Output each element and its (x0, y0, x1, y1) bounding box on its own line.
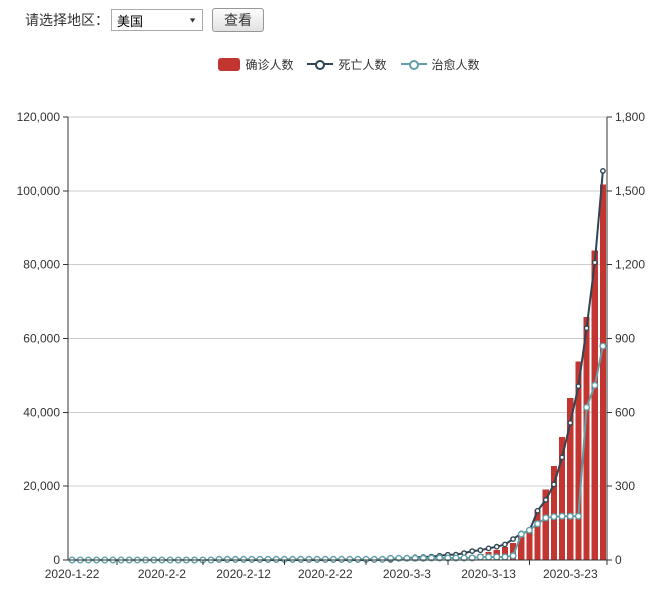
legend-item-confirmed[interactable]: 确诊人数 (218, 56, 293, 73)
chart-canvas[interactable]: 0 0 20,000 300 40,000 600 60,000 900 80,000 1,200… (0, 80, 658, 605)
region-select-label: 请选择地区： (25, 12, 109, 28)
x-axis-tick-label: 2020-2-12 (216, 567, 271, 581)
x-axis-tick-label: 2020-3-13 (461, 567, 516, 581)
y-axis-left-tick-label: 120,000 (17, 110, 61, 124)
view-button[interactable]: 查看 (212, 8, 264, 32)
region-controls: 请选择地区： 美国 ▼ 查看 (25, 7, 264, 33)
x-axis-tick-label: 2020-3-23 (543, 567, 598, 581)
legend-label: 确诊人数 (245, 58, 294, 72)
axes: 0 0 20,000 300 40,000 600 60,000 900 80,000 1,200… (17, 110, 646, 581)
bars-confirmed[interactable] (379, 184, 607, 560)
x-axis-tick-label: 2020-2-22 (298, 567, 353, 581)
legend-bar-swatch-icon (218, 58, 241, 71)
y-axis-right-tick-label: 600 (615, 405, 635, 419)
region-select-value: 美国 (117, 13, 144, 29)
y-axis-right-tick-label: 900 (615, 332, 635, 346)
y-axis-left-tick-label: 20,000 (23, 479, 60, 493)
select-dropdown-arrow-icon: ▼ (188, 16, 197, 24)
y-axis-left-tick-label: 40,000 (23, 405, 60, 419)
y-axis-right-tick-label: 0 (615, 553, 622, 567)
line-recovered[interactable] (68, 342, 607, 564)
y-axis-right-tick-label: 1,500 (615, 184, 645, 198)
y-axis-left-tick-label: 80,000 (23, 258, 60, 272)
legend-line-marker-icon (307, 58, 334, 71)
y-axis-right-tick-label: 1,800 (615, 110, 645, 124)
x-axis-tick-label: 2020-1-22 (45, 567, 100, 581)
legend-label: 治愈人数 (431, 58, 480, 72)
y-axis-left-tick-label: 60,000 (23, 332, 60, 346)
y-axis-left-tick-label: 100,000 (17, 184, 61, 198)
line-deaths[interactable] (69, 168, 606, 563)
y-axis-left-tick-label: 0 (53, 553, 60, 567)
legend-item-deaths[interactable]: 死亡人数 (307, 56, 387, 73)
legend-item-recovered[interactable]: 治愈人数 (400, 56, 480, 73)
x-axis-tick-label: 2020-3-3 (383, 567, 431, 581)
y-axis-right-tick-label: 1,200 (615, 258, 645, 272)
gridlines (68, 116, 607, 487)
legend-label: 死亡人数 (338, 58, 387, 72)
y-axis-right-tick-label: 300 (615, 479, 635, 493)
legend-line-marker-icon (400, 58, 427, 71)
region-select[interactable]: 美国 ▼ (111, 9, 203, 31)
x-axis-tick-label: 2020-2-2 (138, 567, 186, 581)
chart-legend: 确诊人数 死亡人数 治愈人数 (0, 56, 658, 73)
